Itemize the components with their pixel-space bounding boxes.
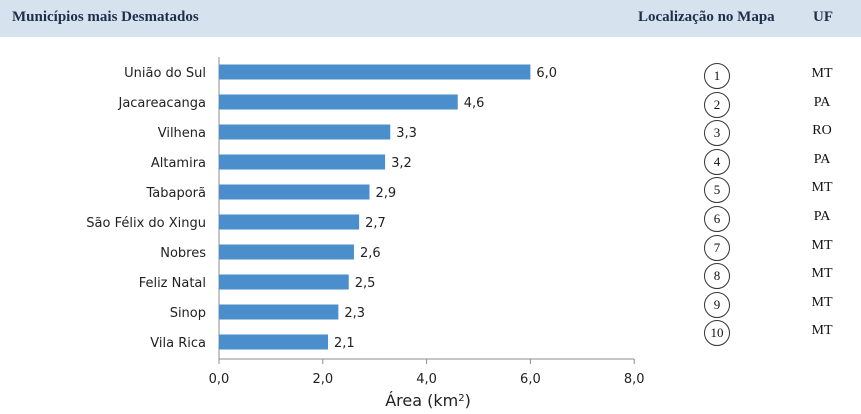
uf-value: MT bbox=[811, 266, 833, 282]
data-label: 3,3 bbox=[396, 126, 417, 141]
category-label: Vila Rica bbox=[150, 336, 206, 351]
bar bbox=[219, 304, 339, 320]
category-label: Vilhena bbox=[158, 126, 206, 141]
bar bbox=[219, 214, 360, 230]
map-location-number: 9 bbox=[704, 291, 730, 318]
map-location-number: 6 bbox=[704, 206, 730, 232]
uf-value: MT bbox=[811, 294, 833, 310]
bar bbox=[219, 124, 391, 140]
x-tick-label: 8,0 bbox=[624, 372, 645, 387]
bar-chart: 0,0 2,0 4,0 6,0 8,0 União do Sul 6,0 Jacareacan… bbox=[86, 57, 645, 410]
bar bbox=[219, 334, 328, 350]
x-tick-label: 0,0 bbox=[209, 372, 230, 387]
uf-value: PA bbox=[813, 151, 831, 167]
map-location-number: 1 bbox=[704, 63, 730, 89]
bar bbox=[219, 64, 531, 80]
x-axis-title: Área (km2) bbox=[385, 391, 471, 410]
location-column-label: Localização no Mapa bbox=[638, 9, 775, 25]
x-tick-label: 4,0 bbox=[416, 372, 437, 387]
category-label: Sinop bbox=[170, 306, 206, 321]
category-label: Altamira bbox=[151, 156, 206, 171]
bar bbox=[219, 94, 458, 110]
map-location-number: 7 bbox=[704, 234, 730, 261]
data-label: 2,9 bbox=[376, 186, 397, 201]
uf-value: PA bbox=[813, 94, 831, 110]
map-location-number: 5 bbox=[704, 177, 730, 204]
category-label: União do Sul bbox=[124, 66, 206, 81]
bar bbox=[219, 274, 349, 290]
uf-value: MT bbox=[811, 237, 833, 253]
data-label: 3,2 bbox=[391, 156, 412, 171]
map-location-number: 10 bbox=[704, 320, 730, 347]
category-label: Nobres bbox=[160, 246, 206, 261]
uf-value: PA bbox=[813, 209, 831, 224]
uf-column-label: UF bbox=[813, 9, 833, 25]
category-label: Tabaporã bbox=[146, 186, 207, 201]
x-tick-label: 6,0 bbox=[520, 372, 541, 387]
category-label: Feliz Natal bbox=[139, 276, 206, 291]
uf-value: RO bbox=[812, 123, 832, 139]
header-bar: Municípios mais Desmatados Localização n… bbox=[0, 0, 861, 37]
data-label: 6,0 bbox=[536, 66, 557, 81]
chart-title: Municípios mais Desmatados bbox=[12, 9, 199, 25]
map-location-number: 2 bbox=[704, 91, 730, 118]
data-label: 2,3 bbox=[344, 306, 365, 321]
data-label: 2,1 bbox=[334, 336, 355, 351]
uf-value: MT bbox=[811, 323, 833, 339]
x-tick-label: 2,0 bbox=[312, 372, 333, 387]
map-location-number: 8 bbox=[704, 263, 730, 290]
category-label: Jacareacanga bbox=[117, 96, 206, 111]
data-label: 2,7 bbox=[365, 216, 386, 231]
bar bbox=[219, 154, 386, 170]
uf-value: MT bbox=[811, 66, 833, 81]
data-label: 4,6 bbox=[464, 96, 485, 111]
uf-value: MT bbox=[811, 180, 833, 196]
data-label: 2,5 bbox=[355, 276, 376, 291]
data-label: 2,6 bbox=[360, 246, 381, 261]
category-label: São Félix do Xingu bbox=[86, 216, 206, 231]
map-location-number: 4 bbox=[704, 148, 730, 175]
bar bbox=[219, 244, 354, 260]
bar bbox=[219, 184, 370, 200]
map-location-number: 3 bbox=[704, 120, 730, 147]
